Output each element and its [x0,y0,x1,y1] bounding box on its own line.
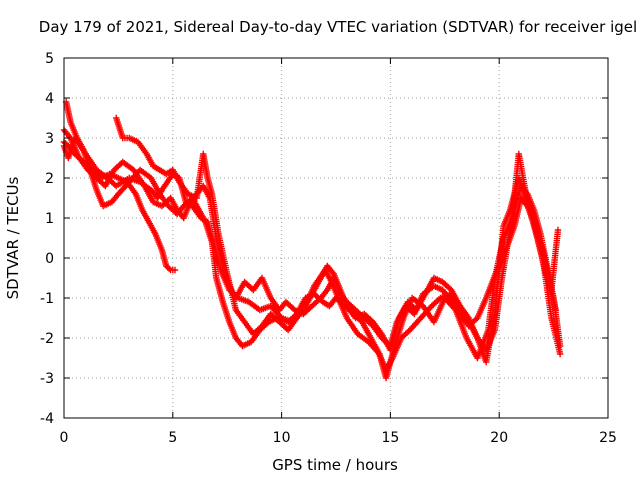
y-axis-label: SDTVAR / TECUs [4,176,22,299]
y-tick-label: -2 [40,331,54,347]
chart-title: Day 179 of 2021, Sidereal Day-to-day VTE… [39,18,637,36]
y-axis: -4 -3 -2 -1 0 1 2 3 4 5 [40,51,608,427]
x-tick-label: 0 [60,430,69,446]
y-tick-label: -1 [40,291,54,307]
y-tick-label: -4 [40,411,54,427]
x-axis: 0 5 10 15 20 25 [60,58,617,446]
y-tick-label: 5 [45,51,54,67]
data-point [554,226,562,234]
data-point [552,306,559,314]
y-tick-label: 4 [45,91,54,107]
x-tick-label: 5 [168,430,177,446]
y-tick-label: 1 [45,211,54,227]
x-tick-label: 15 [381,430,399,446]
x-tick-label: 20 [490,430,508,446]
series-track-3 [60,126,559,350]
x-axis-label: GPS time / hours [272,456,398,474]
y-tick-label: 2 [45,171,54,187]
y-tick-label: 3 [45,131,54,147]
series-track-5 [113,114,562,366]
data-point [556,342,564,350]
data-point [556,350,564,358]
x-tick-label: 10 [273,430,291,446]
y-tick-label: 0 [45,251,54,267]
series-track-4 [60,138,179,274]
plot-frame [63,57,609,419]
y-tick-label: -3 [40,371,54,387]
data-point [171,266,179,274]
grid [64,58,608,418]
x-tick-label: 25 [599,430,617,446]
data-series [60,98,564,382]
